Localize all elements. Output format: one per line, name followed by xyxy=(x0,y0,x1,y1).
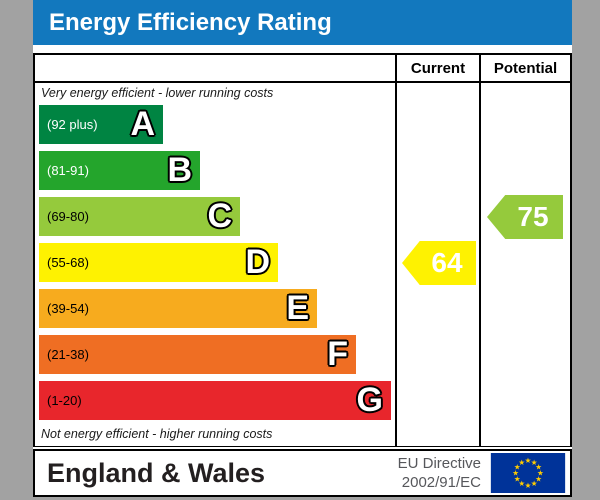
band-bar-e: (39-54) E xyxy=(39,289,317,328)
header-empty-cell xyxy=(35,55,395,83)
band-bar-a: (92 plus) A xyxy=(39,105,163,144)
band-row-b: (81-91) B xyxy=(39,151,395,190)
rating-table: Current Potential Very energy efficient … xyxy=(33,53,572,447)
svg-text:★: ★ xyxy=(518,458,525,467)
header-potential: Potential xyxy=(479,55,570,83)
band-row-c: (69-80) C xyxy=(39,197,395,236)
current-value: 64 xyxy=(431,247,463,278)
bottom-note: Not energy efficient - higher running co… xyxy=(41,427,273,441)
band-range-e: (39-54) xyxy=(47,301,89,316)
band-letter-g: G xyxy=(356,381,383,419)
band-range-a: (92 plus) xyxy=(47,117,98,132)
svg-text:★: ★ xyxy=(514,462,521,471)
band-letter-c: C xyxy=(207,197,232,235)
band-letter-a: A xyxy=(130,105,155,143)
current-arrow: 64 xyxy=(402,241,476,285)
chart-title-bar: Energy Efficiency Rating xyxy=(33,0,572,45)
band-bar-b: (81-91) B xyxy=(39,151,200,190)
svg-text:★: ★ xyxy=(531,479,538,488)
band-bar-g: (1-20) G xyxy=(39,381,391,420)
band-bar-c: (69-80) C xyxy=(39,197,240,236)
eu-directive-text: EU Directive 2002/91/EC xyxy=(398,454,481,493)
eu-flag-icon: ★ ★★★★★★★★★★★ xyxy=(490,453,566,493)
band-letter-b: B xyxy=(167,151,192,189)
svg-text:★: ★ xyxy=(535,462,542,471)
svg-text:★: ★ xyxy=(525,456,532,465)
potential-value: 75 xyxy=(517,201,549,232)
svg-text:★: ★ xyxy=(525,481,532,490)
svg-text:★: ★ xyxy=(535,475,542,484)
top-note: Very energy efficient - lower running co… xyxy=(41,86,274,100)
band-row-d: (55-68) D xyxy=(39,243,395,282)
region-label: England & Wales xyxy=(47,457,266,488)
band-row-f: (21-38) F xyxy=(39,335,395,374)
eu-directive-line2: 2002/91/EC xyxy=(401,474,481,491)
svg-text:★: ★ xyxy=(537,469,544,478)
epc-chart: Energy Efficiency Rating Current Potenti… xyxy=(33,0,572,497)
svg-text:★: ★ xyxy=(518,479,525,488)
current-column: 64 xyxy=(395,83,479,446)
band-range-c: (69-80) xyxy=(47,209,89,224)
band-row-e: (39-54) E xyxy=(39,289,395,328)
potential-arrow: 75 xyxy=(487,195,563,239)
band-range-g: (1-20) xyxy=(47,393,82,408)
band-bar-f: (21-38) F xyxy=(39,335,356,374)
band-letter-f: F xyxy=(327,335,348,373)
band-letter-e: E xyxy=(286,289,309,327)
band-row-a: (92 plus) A xyxy=(39,105,395,144)
band-range-b: (81-91) xyxy=(47,163,89,178)
header-current: Current xyxy=(395,55,479,83)
band-range-f: (21-38) xyxy=(47,347,89,362)
band-range-d: (55-68) xyxy=(47,255,89,270)
footer-bar: England & Wales EU Directive 2002/91/EC … xyxy=(33,449,572,497)
eu-directive-line1: EU Directive xyxy=(397,454,481,472)
svg-text:★: ★ xyxy=(514,475,521,484)
svg-text:★: ★ xyxy=(531,458,538,467)
potential-column: 75 xyxy=(479,83,570,446)
band-letter-d: D xyxy=(245,243,270,281)
band-ladder: Very energy efficient - lower running co… xyxy=(35,83,395,446)
band-bar-d: (55-68) D xyxy=(39,243,278,282)
svg-text:★: ★ xyxy=(512,469,519,478)
bands-container: (92 plus) A (81-91) B (69-80) C xyxy=(39,105,395,420)
band-row-g: (1-20) G xyxy=(39,381,395,420)
chart-title: Energy Efficiency Rating xyxy=(49,9,332,36)
